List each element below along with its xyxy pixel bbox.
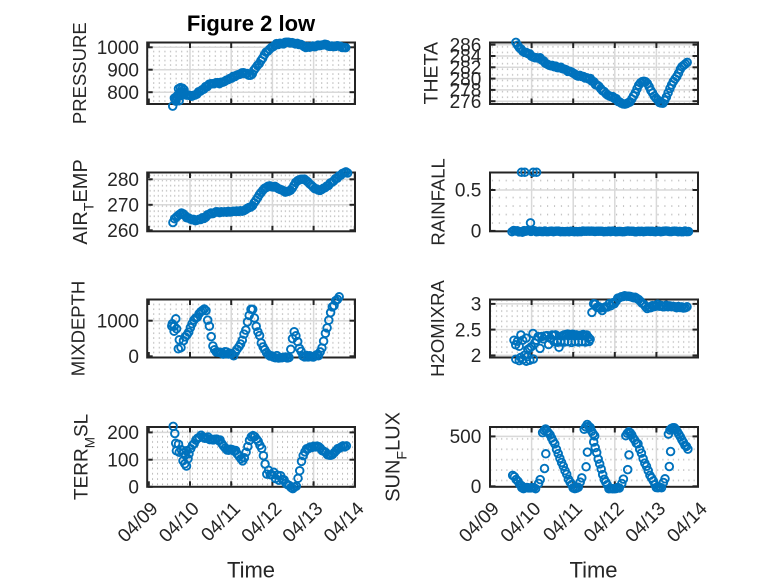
svg-text:Time: Time [569, 558, 617, 583]
svg-text:2: 2 [471, 346, 482, 367]
svg-text:500: 500 [450, 427, 482, 448]
svg-text:1000: 1000 [97, 38, 139, 59]
svg-text:282: 282 [450, 58, 482, 79]
svg-text:SUNF​LUX: SUNF​LUX [383, 412, 411, 502]
svg-text:PRESSURE: PRESSURE [69, 22, 90, 124]
svg-text:THETA: THETA [420, 42, 442, 104]
svg-text:900: 900 [107, 60, 139, 81]
svg-text:284: 284 [450, 47, 482, 68]
svg-text:0: 0 [128, 478, 139, 499]
svg-text:Figure 2 low: Figure 2 low [187, 11, 316, 36]
svg-text:TERRM​SL: TERRM​SL [72, 414, 98, 500]
svg-text:H2OMIXRA: H2OMIXRA [427, 280, 448, 377]
svg-text:AIRT​EMP: AIRT​EMP [70, 159, 98, 244]
svg-text:3: 3 [471, 295, 482, 316]
svg-text:100: 100 [107, 450, 139, 471]
svg-text:0: 0 [471, 222, 482, 243]
svg-text:1000: 1000 [97, 311, 139, 332]
svg-text:278: 278 [450, 81, 482, 102]
svg-text:280: 280 [450, 69, 482, 90]
svg-text:Time: Time [227, 558, 275, 583]
svg-text:286: 286 [450, 35, 482, 56]
svg-text:270: 270 [107, 196, 139, 217]
svg-text:276: 276 [450, 92, 482, 113]
svg-text:200: 200 [107, 423, 139, 444]
svg-text:0: 0 [471, 477, 482, 498]
svg-text:MIXDEPTH: MIXDEPTH [68, 281, 89, 377]
svg-text:2.5: 2.5 [455, 320, 481, 341]
svg-text:260: 260 [107, 221, 139, 242]
svg-text:0: 0 [128, 347, 139, 368]
svg-text:RAINFALL: RAINFALL [428, 158, 449, 245]
svg-text:280: 280 [107, 170, 139, 191]
svg-text:0.5: 0.5 [455, 181, 481, 202]
svg-text:800: 800 [107, 83, 139, 104]
